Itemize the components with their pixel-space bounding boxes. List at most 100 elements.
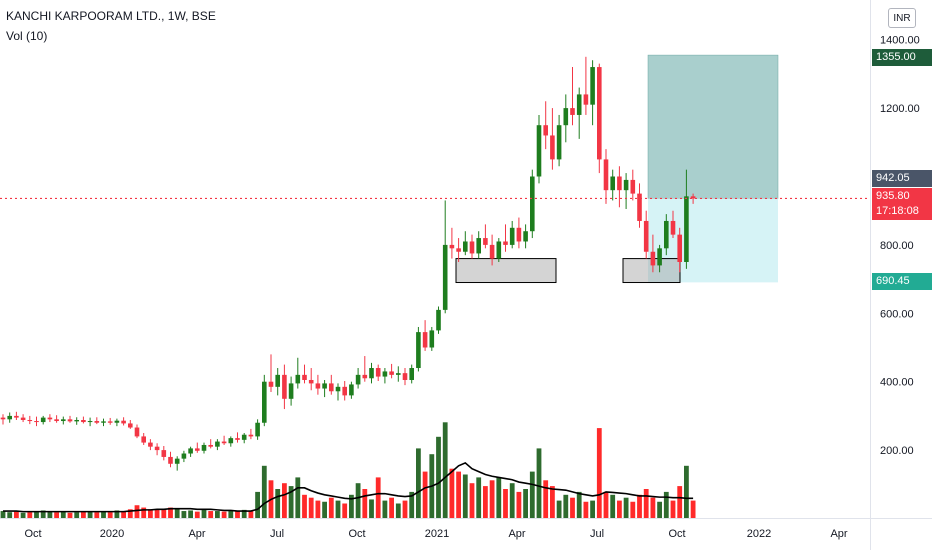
candle-body [94, 421, 100, 423]
volume-bar [174, 509, 180, 518]
candle-body [174, 458, 180, 464]
volume-bar [288, 486, 294, 518]
volume-bar [101, 511, 106, 518]
volume-bar [543, 480, 549, 518]
candle-body [329, 383, 334, 392]
candle-body [168, 456, 173, 464]
candle-body [409, 368, 414, 380]
volume-bar [677, 486, 683, 518]
volume-bar [509, 483, 515, 518]
y-tick-label: 200.00 [880, 445, 914, 457]
volume-bar [141, 507, 147, 518]
candle-body [195, 448, 200, 451]
candle-body [255, 422, 260, 437]
volume-bar [690, 500, 696, 518]
volume-bar [335, 500, 341, 518]
volume-bar [489, 480, 495, 518]
volume-bar [570, 497, 575, 518]
y-tick-label: 600.00 [880, 308, 914, 320]
candle-body [54, 419, 59, 422]
candle-body [530, 176, 535, 232]
volume-bar [215, 511, 220, 518]
volume-bar [503, 489, 508, 518]
volume-bar [54, 512, 59, 518]
candle-body [429, 330, 435, 348]
candle-body [121, 420, 126, 424]
volume-bar [47, 511, 53, 518]
candle-body [241, 434, 247, 440]
volume-bar [610, 494, 616, 518]
candle-body [536, 125, 542, 177]
volume-bar [248, 511, 254, 518]
candle-body [523, 231, 528, 242]
candle-body [402, 373, 408, 380]
candle-body [134, 427, 140, 437]
volume-bar [168, 507, 173, 518]
candle-body [396, 373, 401, 375]
volume-bar [637, 494, 642, 518]
volume-bar [563, 494, 569, 518]
volume-bar [14, 511, 19, 518]
volume-bar [583, 501, 589, 518]
candle-body [335, 386, 341, 392]
volume-bar [623, 497, 629, 518]
candle-body [630, 179, 636, 194]
volume-bar [87, 511, 93, 518]
candle-body [416, 332, 421, 369]
target-zone [647, 54, 779, 199]
volume-bar [134, 505, 140, 518]
volume-bar [416, 448, 421, 518]
volume-bar [375, 477, 381, 518]
candle-body [563, 108, 569, 126]
volume-bar [556, 500, 562, 518]
volume-bar [476, 477, 482, 518]
candle-body [690, 196, 696, 199]
volume-bar [27, 512, 33, 518]
volume-bar [442, 422, 448, 518]
volume-bar [462, 474, 468, 518]
candle-body [47, 417, 53, 420]
volume-bar [255, 491, 260, 518]
volume-bar [121, 511, 126, 518]
volume-ma-line [3, 461, 694, 513]
x-tick-label: 2022 [747, 528, 771, 540]
candle-body [476, 238, 481, 254]
volume-bar [516, 491, 522, 518]
candle-body [248, 434, 254, 437]
candle-body [550, 135, 555, 160]
candle-body [449, 244, 455, 249]
volume-bar [617, 500, 622, 518]
candle-body [456, 248, 461, 252]
last-price-value: 935.80 [876, 190, 910, 202]
volume-bar [536, 448, 542, 518]
volume-bar [643, 489, 649, 518]
x-tick-label: 2021 [425, 528, 449, 540]
volume-bar [181, 511, 187, 518]
volume-bar [449, 468, 455, 518]
volume-bar [302, 494, 307, 518]
candle-body [355, 374, 361, 385]
volume-indicator-label[interactable]: Vol (10) [6, 29, 48, 43]
candle-body [61, 419, 66, 422]
consolidation-box [455, 258, 557, 284]
candle-body [637, 193, 642, 221]
candle-body [215, 441, 220, 447]
x-tick-label: Apr [830, 528, 847, 540]
volume-bar [308, 497, 314, 518]
candle-body [570, 108, 575, 115]
candle-body [7, 415, 12, 420]
volume-bar [328, 497, 334, 518]
candle-body [188, 448, 193, 454]
volume-bar [60, 511, 66, 518]
candle-body [436, 309, 441, 331]
volume-bar [590, 500, 595, 518]
currency-badge[interactable]: INR [888, 8, 916, 28]
volume-bar [161, 508, 167, 518]
volume-bar [148, 509, 153, 518]
candle-body [442, 244, 448, 310]
symbol-title[interactable]: KANCHI KARPOORAM LTD., 1W, BSE [6, 9, 216, 23]
candle-body [496, 241, 502, 259]
candle-body [288, 383, 294, 399]
volume-bar [208, 511, 214, 518]
